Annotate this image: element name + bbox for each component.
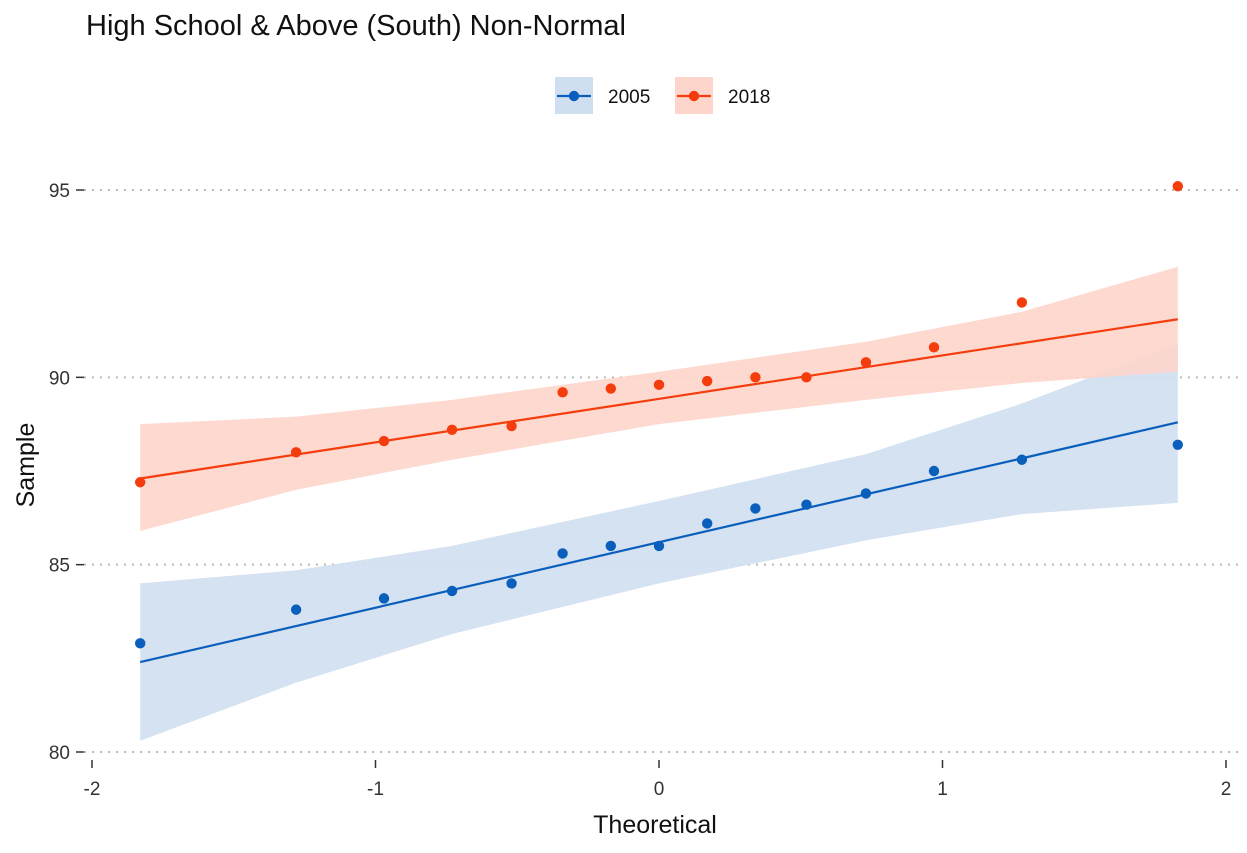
data-point-2018: [557, 387, 568, 398]
data-point-2005: [928, 465, 940, 477]
x-tick-label: 2: [1221, 779, 1232, 800]
data-points: [134, 181, 1184, 649]
chart-title: High School & Above (South) Non-Normal: [86, 10, 626, 42]
axes: 80 85 90 95 -2 -1 0 1 2: [49, 181, 1231, 800]
data-point-2005: [1172, 439, 1184, 450]
data-point-2005: [701, 518, 713, 529]
data-point-2005: [1016, 454, 1028, 465]
data-point-2005: [446, 585, 458, 597]
data-point-2005: [801, 499, 812, 510]
data-point-2018: [750, 372, 761, 383]
data-point-2005: [605, 540, 617, 552]
legend-key-point-2018: [688, 90, 700, 102]
data-point-2018: [653, 379, 665, 391]
data-point-2018: [801, 372, 812, 383]
legend: 2005 2018: [555, 77, 770, 114]
legend-key-point-2005: [568, 90, 580, 102]
confidence-bands: [140, 266, 1178, 741]
x-tick-label: -2: [84, 779, 101, 800]
x-tick-label: 1: [937, 779, 948, 800]
legend-label-2005: 2005: [608, 87, 650, 108]
x-tick-label: -1: [367, 779, 384, 800]
data-point-2018: [1016, 297, 1028, 308]
y-axis-title: Sample: [12, 423, 40, 508]
data-point-2005: [750, 503, 761, 514]
y-tick-label: 80: [49, 743, 70, 764]
y-tick-label: 95: [49, 181, 70, 202]
legend-label-2018: 2018: [728, 87, 770, 108]
data-point-2005: [134, 638, 146, 649]
data-point-2018: [1172, 181, 1184, 192]
data-point-2005: [378, 593, 390, 604]
data-point-2018: [605, 383, 617, 394]
y-tick-label: 90: [49, 368, 70, 389]
data-point-2018: [701, 375, 713, 387]
data-point-2018: [928, 342, 940, 353]
data-point-2005: [290, 604, 302, 615]
x-axis-title: Theoretical: [593, 811, 717, 839]
data-point-2005: [557, 548, 568, 559]
data-point-2018: [506, 420, 517, 432]
data-point-2018: [860, 357, 872, 368]
data-point-2018: [134, 477, 146, 488]
data-point-2018: [446, 424, 458, 435]
data-point-2018: [378, 435, 390, 447]
y-tick-label: 85: [49, 556, 70, 577]
data-point-2018: [290, 447, 302, 458]
data-point-2005: [653, 540, 665, 552]
data-point-2005: [860, 488, 872, 499]
x-tick-label: 0: [654, 779, 665, 800]
data-point-2005: [506, 578, 517, 589]
reference-line-2018: [140, 318, 1178, 480]
